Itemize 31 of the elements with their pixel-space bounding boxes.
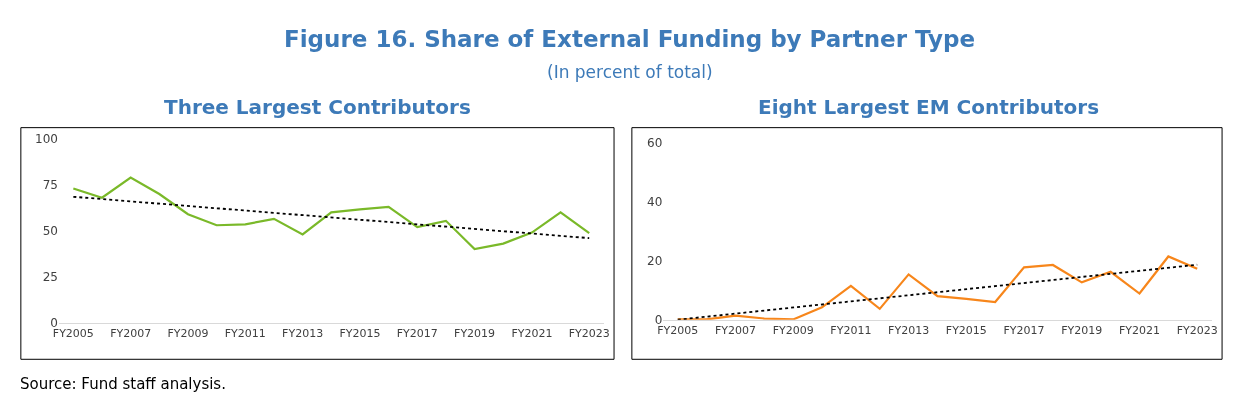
chart-title: Eight Largest EM Contributors	[758, 95, 1100, 119]
x-tick-label: FY2007	[714, 323, 756, 337]
y-tick-label: 100	[35, 132, 58, 147]
x-tick-label: FY2011	[830, 323, 872, 337]
x-tick-label: FY2021	[1118, 323, 1161, 337]
x-tick-label: FY2007	[110, 326, 152, 340]
x-tick-label: FY2011	[224, 326, 266, 340]
y-tick-label: 25	[42, 269, 58, 284]
y-tick-label: 60	[647, 136, 663, 151]
x-tick-label: FY2019	[454, 326, 496, 340]
text: (In percent of total)	[547, 62, 713, 82]
source-note: Source: Fund staff analysis.	[20, 375, 226, 393]
x-tick-label: FY2013	[282, 326, 324, 340]
caption: Figure 16. Share of External Funding by Partner Type	[284, 26, 976, 52]
x-tick-label: FY2023	[568, 326, 610, 340]
y-tick-label: 40	[647, 195, 663, 210]
y-tick-label: 50	[42, 223, 58, 238]
x-tick-label: FY2017	[1003, 323, 1045, 337]
chart-title: Three Largest Contributors	[164, 95, 471, 119]
x-tick-label: FY2009	[167, 326, 209, 340]
x-tick-label: FY2013	[888, 323, 930, 337]
line-series	[72, 176, 591, 251]
x-tick-label: FY2015	[339, 326, 381, 340]
y-tick-label: 75	[42, 178, 58, 193]
x-tick-label: FY2021	[511, 326, 553, 340]
x-tick-label: FY2015	[945, 323, 987, 337]
x-tick-label: FY2017	[396, 326, 438, 340]
x-tick-label: FY2019	[1061, 323, 1103, 337]
y-tick-label: 20	[647, 254, 663, 269]
x-tick-label: FY2023	[1176, 323, 1218, 337]
x-tick-label: FY2009	[772, 323, 814, 337]
